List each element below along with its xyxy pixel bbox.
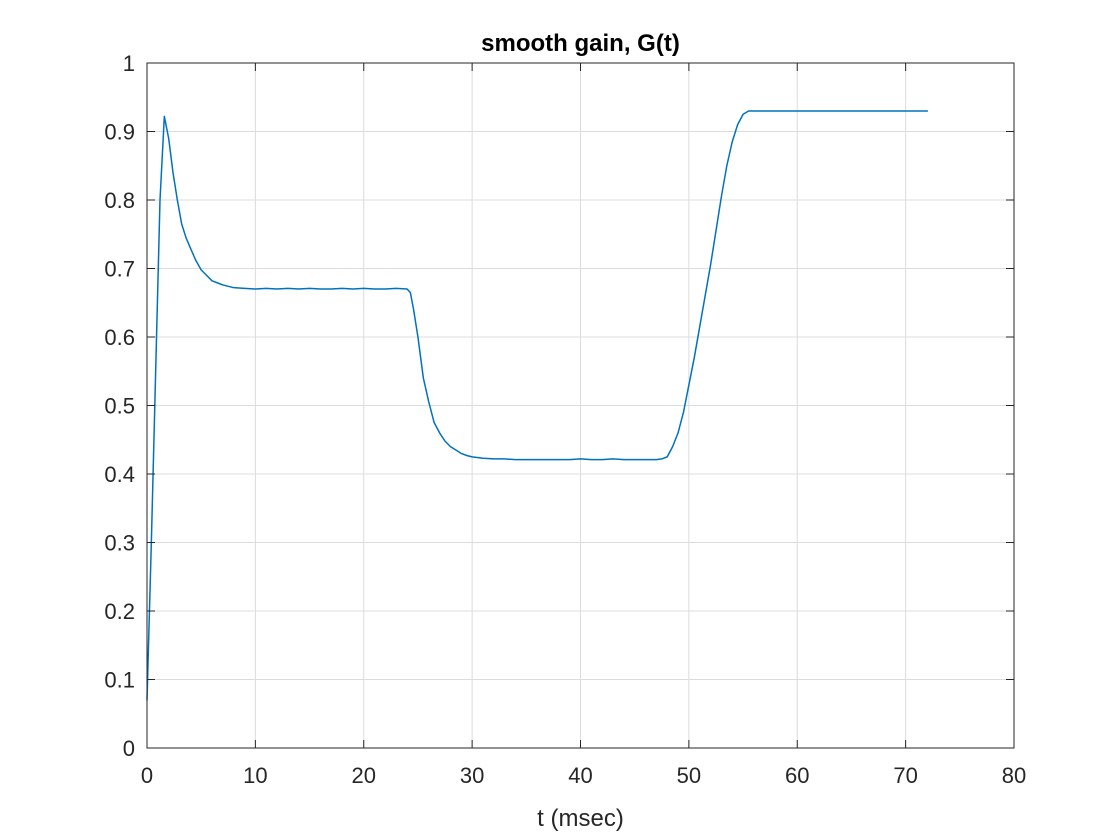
x-tick-label: 40 bbox=[568, 763, 592, 788]
grid-lines bbox=[147, 63, 1014, 748]
x-tick-label: 0 bbox=[141, 763, 153, 788]
x-tick-labels: 0 10 20 30 40 50 60 70 80 bbox=[141, 763, 1026, 788]
x-tick-label: 70 bbox=[893, 763, 917, 788]
x-tick-label: 50 bbox=[677, 763, 701, 788]
y-tick-label: 0.9 bbox=[104, 120, 135, 145]
x-axis-label: t (msec) bbox=[537, 805, 624, 832]
y-tick-label: 0.8 bbox=[104, 188, 135, 213]
chart-title: smooth gain, G(t) bbox=[481, 30, 680, 57]
y-tick-label: 0.4 bbox=[104, 462, 135, 487]
x-tick-label: 10 bbox=[243, 763, 267, 788]
x-tick-label: 80 bbox=[1002, 763, 1026, 788]
y-tick-labels: 0 0.1 0.2 0.3 0.4 0.5 0.6 0.7 0.8 0.9 1 bbox=[104, 51, 135, 761]
y-tick-label: 0 bbox=[123, 736, 135, 761]
y-tick-label: 1 bbox=[123, 51, 135, 76]
series-line bbox=[146, 110, 929, 701]
y-tick-label: 0.2 bbox=[104, 599, 135, 624]
x-tick-label: 30 bbox=[460, 763, 484, 788]
series-layer bbox=[146, 110, 929, 701]
x-tick-label: 20 bbox=[352, 763, 376, 788]
y-tick-label: 0.7 bbox=[104, 257, 135, 282]
y-tick-label: 0.3 bbox=[104, 531, 135, 556]
x-tick-label: 60 bbox=[785, 763, 809, 788]
y-tick-label: 0.1 bbox=[104, 668, 135, 693]
y-tick-label: 0.6 bbox=[104, 325, 135, 350]
y-tick-label: 0.5 bbox=[104, 394, 135, 419]
axes bbox=[146, 62, 1015, 749]
